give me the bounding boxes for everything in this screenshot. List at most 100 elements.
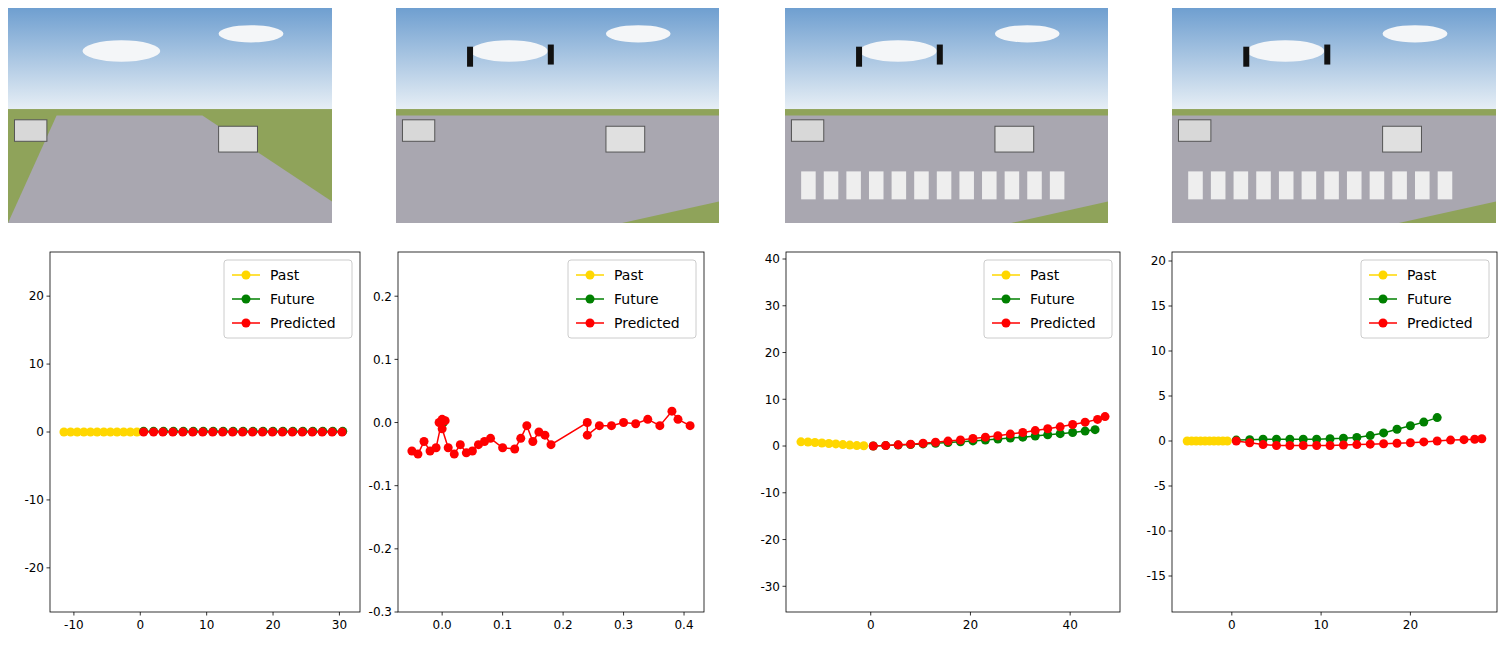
series-marker	[655, 421, 664, 430]
series-marker	[619, 418, 628, 427]
x-tick	[870, 612, 871, 616]
series-marker	[178, 428, 187, 437]
axes-frame	[50, 252, 360, 612]
series-marker	[338, 428, 347, 437]
crosswalk-stripe	[914, 171, 929, 199]
legend-marker	[242, 271, 251, 280]
crosswalk-stripe	[1005, 171, 1020, 199]
y-tick-label: 0.1	[373, 353, 392, 367]
series-marker	[1352, 440, 1361, 449]
road	[8, 116, 332, 224]
series-marker	[1101, 412, 1110, 421]
series-marker	[540, 431, 549, 440]
series-marker	[269, 427, 278, 436]
series-marker	[1406, 421, 1415, 430]
crosswalk-stripe	[1415, 171, 1430, 199]
x-tick	[140, 612, 141, 616]
series-marker	[318, 427, 327, 436]
series-marker	[1031, 426, 1040, 435]
crosswalk-stripe	[824, 171, 839, 199]
legend-box	[568, 260, 696, 338]
crosswalk-stripe	[1370, 171, 1385, 199]
x-tick	[442, 612, 443, 616]
series-marker	[869, 442, 878, 451]
y-tick-label: 5	[1158, 389, 1166, 403]
crosswalk-stripe	[1347, 171, 1362, 199]
legend-box	[984, 260, 1112, 338]
x-tick	[206, 612, 207, 616]
legend-box	[1361, 260, 1489, 338]
crosswalk-stripe	[959, 171, 974, 199]
crosswalk-stripe	[1438, 171, 1453, 199]
series-marker	[919, 439, 928, 448]
series-marker	[1068, 420, 1077, 429]
legend: PastFuturePredicted	[224, 260, 352, 338]
plot-background	[1172, 252, 1497, 612]
crosswalk-stripe	[892, 171, 907, 199]
legend-marker	[242, 295, 251, 304]
series-marker	[1232, 436, 1241, 445]
legend-marker	[586, 271, 595, 280]
traffic-light	[1243, 47, 1249, 67]
y-tick	[47, 567, 51, 568]
series-marker	[1379, 428, 1388, 437]
traffic-light	[467, 47, 473, 67]
crosswalk-stripe	[1324, 171, 1339, 199]
y-tick	[783, 492, 787, 493]
x-tick	[970, 612, 971, 616]
series-marker	[298, 428, 307, 437]
y-tick	[395, 422, 399, 423]
y-tick	[47, 499, 51, 500]
legend-marker	[1379, 319, 1388, 328]
series-marker	[931, 438, 940, 447]
y-tick-label: -30	[760, 580, 780, 594]
series-marker	[516, 434, 525, 443]
traffic-light	[856, 47, 862, 67]
plot-data	[796, 412, 1109, 450]
x-tick	[1410, 612, 1411, 616]
y-tick-label: -10	[1146, 524, 1166, 538]
series-marker	[981, 433, 990, 442]
y-tick-label: -20	[760, 533, 780, 547]
y-tick	[1169, 261, 1173, 262]
series-marker	[1259, 440, 1268, 449]
x-tick	[1321, 612, 1322, 616]
series-marker	[209, 427, 218, 436]
series-marker	[631, 419, 640, 428]
series-marker	[919, 439, 928, 448]
series-marker	[931, 439, 940, 448]
crosswalk-stripe	[1027, 171, 1042, 199]
plot-background	[398, 252, 704, 612]
series-marker	[1419, 418, 1428, 427]
series-marker	[673, 415, 682, 424]
y-tick-label: 15	[1151, 299, 1166, 313]
series-marker	[583, 431, 592, 440]
y-tick	[395, 296, 399, 297]
scene-image	[396, 8, 719, 223]
x-tick	[563, 612, 564, 616]
cloud	[859, 40, 937, 62]
series-marker	[1232, 437, 1241, 446]
legend: PastFuturePredicted	[568, 260, 696, 338]
x-tick	[1231, 612, 1232, 616]
series-marker	[179, 427, 188, 436]
y-tick	[1169, 531, 1173, 532]
y-tick	[395, 485, 399, 486]
x-tick	[73, 612, 74, 616]
sky	[1172, 8, 1496, 109]
y-tick-label: -5	[1154, 479, 1166, 493]
series-marker	[158, 428, 167, 437]
series-marker	[881, 441, 890, 450]
series-marker	[643, 415, 652, 424]
series-marker	[595, 421, 604, 430]
figure: -100102030-20-1001020PastFuturePredicted…	[0, 0, 1506, 652]
cloud	[219, 25, 284, 42]
y-tick-label: 0.2	[373, 290, 392, 304]
axes-frame	[786, 252, 1120, 612]
x-tick-label: 20	[265, 618, 280, 632]
series-marker	[1043, 424, 1052, 433]
series-marker	[308, 427, 317, 436]
chart: 02040-30-20-10010203040PastFuturePredict…	[760, 252, 1120, 632]
series-marker	[1406, 438, 1415, 447]
y-tick-label: 40	[765, 252, 780, 266]
